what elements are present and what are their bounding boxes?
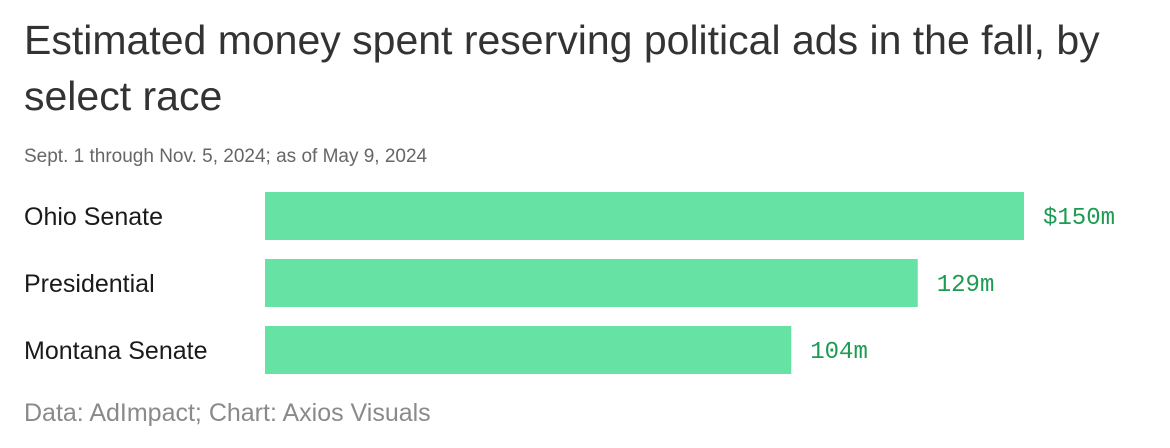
bar — [265, 192, 1024, 240]
value-label: $150m — [1043, 205, 1115, 232]
bar — [265, 259, 918, 307]
chart-source: Data: AdImpact; Chart: Axios Visuals — [24, 399, 431, 427]
category-label: Montana Senate — [24, 337, 207, 365]
bar-chart-svg: Ohio Senate $150m Presidential 129m Montana … — [24, 192, 1115, 374]
category-label: Presidential — [24, 270, 155, 298]
chart-title: Estimated money spent reserving politica… — [24, 17, 1100, 119]
bar-chart: Ohio Senate $150m Presidential 129m Montana … — [0, 180, 1170, 385]
bar — [265, 326, 792, 374]
value-label: 104m — [810, 339, 868, 366]
chart-subtitle: Sept. 1 through Nov. 5, 2024; as of May … — [24, 146, 428, 167]
value-label: 129m — [937, 272, 995, 299]
category-label: Ohio Senate — [24, 203, 163, 231]
